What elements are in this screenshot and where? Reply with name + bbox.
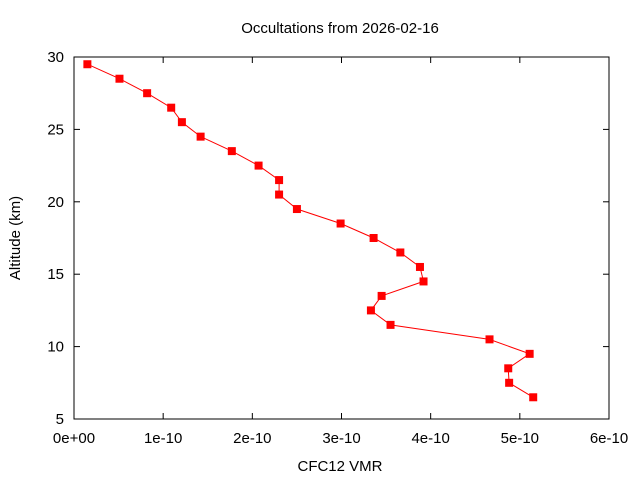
data-point-marker	[275, 190, 284, 199]
data-point-marker	[415, 262, 424, 271]
y-tick-label: 10	[47, 339, 64, 356]
x-tick-label: 2e-10	[233, 430, 271, 447]
data-markers	[83, 60, 538, 402]
data-point-marker	[254, 161, 263, 170]
data-point-marker	[83, 60, 92, 69]
x-tick-label: 6e-10	[590, 430, 628, 447]
x-tick-label: 5e-10	[501, 430, 539, 447]
data-point-marker	[196, 132, 205, 141]
data-point-marker	[336, 219, 345, 228]
y-tick-label: 15	[47, 266, 64, 283]
data-point-marker	[115, 74, 124, 83]
tick-marks	[73, 56, 610, 420]
data-point-marker	[377, 291, 386, 300]
data-point-marker	[292, 205, 301, 214]
plot-frame	[73, 56, 610, 420]
y-axis-label: Altitude (km)	[7, 196, 24, 280]
series-line	[87, 63, 534, 398]
chart-title: Occultations from 2026-02-16	[241, 20, 439, 37]
data-point-marker	[505, 378, 514, 387]
data-point-marker	[369, 234, 378, 242]
data-point-marker	[366, 306, 375, 315]
data-point-marker	[386, 320, 395, 329]
data-point-marker	[525, 349, 534, 358]
x-axis-label: CFC12 VMR	[297, 458, 382, 475]
y-tick-label: 5	[56, 411, 64, 428]
data-point-marker	[143, 89, 152, 98]
data-point-marker	[504, 364, 513, 373]
data-point-marker	[419, 277, 428, 286]
data-point-marker	[275, 176, 284, 185]
data-point-marker	[485, 335, 494, 344]
x-tick-label: 4e-10	[411, 430, 449, 447]
y-tick-label: 30	[47, 49, 64, 66]
x-tick-label: 3e-10	[322, 430, 360, 447]
data-point-marker	[177, 118, 186, 127]
axes	[73, 56, 610, 420]
y-tick-label: 20	[47, 194, 64, 211]
y-tick-labels: 5 10 15 20 25 30	[47, 49, 64, 428]
data-point-marker	[227, 147, 236, 156]
data-point-marker	[529, 393, 538, 402]
data-point-marker	[396, 248, 405, 257]
data-point-marker	[167, 103, 176, 112]
y-tick-label: 25	[47, 121, 64, 138]
x-tick-label: 0e+00	[53, 430, 95, 447]
x-tick-label: 1e-10	[144, 430, 182, 447]
x-tick-labels: 0e+00 1e-10 2e-10 3e-10 4e-10 5e-10 6e-10	[53, 430, 628, 447]
